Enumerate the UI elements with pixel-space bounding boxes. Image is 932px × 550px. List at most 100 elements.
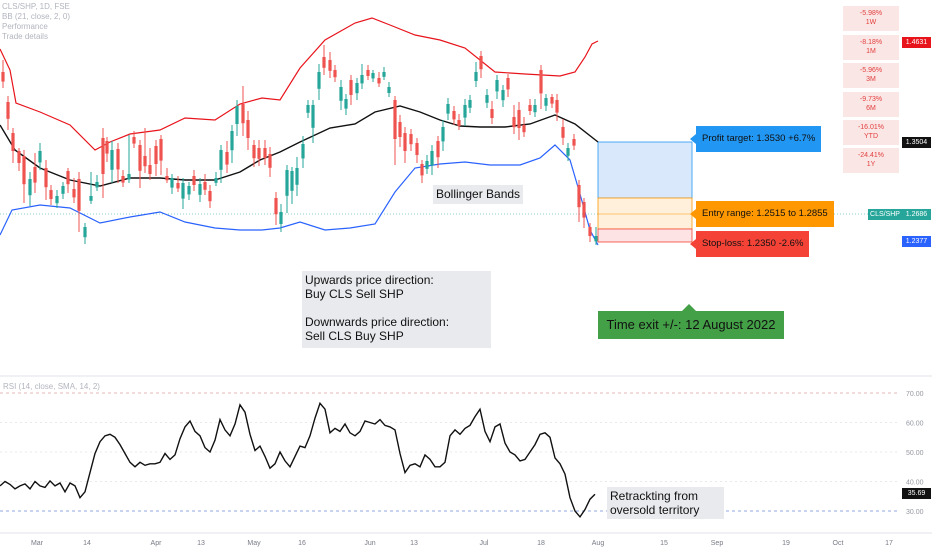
x-tick-label: Jul (480, 540, 489, 547)
x-tick-label: Oct (833, 540, 844, 547)
profit-zone (597, 141, 693, 199)
candle (181, 178, 185, 209)
direction-up-action: Buy CLS Sell SHP (305, 287, 404, 301)
candle (1, 60, 5, 88)
upper-band-line (0, 17, 599, 151)
perf-3m: -5.96% 3M (843, 63, 899, 88)
retrack-note[interactable]: Retrackting from oversold territory (607, 487, 724, 519)
candle (176, 176, 180, 192)
candle (577, 180, 581, 222)
symbol-legend[interactable]: CLS/SHP, 1D, FSE (2, 2, 70, 11)
candle (387, 82, 391, 97)
x-tick-label: 13 (410, 540, 418, 547)
candle (322, 45, 326, 75)
rsi-tick-label: 30.00 (906, 509, 924, 516)
candle (522, 117, 526, 137)
x-tick-label: May (247, 540, 261, 547)
candle (333, 65, 337, 82)
candle (279, 204, 283, 232)
candle (528, 99, 532, 115)
candle (257, 140, 261, 166)
candle (170, 174, 174, 194)
candle (268, 147, 272, 177)
candle (66, 168, 70, 193)
x-tick-label: Mar (31, 540, 44, 547)
perf-1y: -24.41% 1Y (843, 148, 899, 173)
candle (339, 80, 343, 110)
trade-details-legend[interactable]: Trade details (2, 32, 48, 41)
candle (165, 168, 169, 183)
rsi-tick-label: 70.00 (906, 391, 924, 398)
candle (230, 125, 234, 163)
candle (415, 138, 419, 163)
candle (301, 136, 305, 168)
candle (506, 74, 510, 97)
candle (517, 102, 521, 140)
candle (138, 140, 142, 188)
direction-note[interactable]: Upwards price direction: Buy CLS Sell SH… (302, 271, 491, 348)
rsi-tick-label: 40.00 (906, 480, 924, 487)
profit-target-callout[interactable]: Profit target: 1.3530 +6.7% (696, 126, 822, 152)
candle (77, 172, 81, 232)
perf-6m: -9.73% 6M (843, 92, 899, 117)
x-tick-label: 18 (537, 540, 545, 547)
time-exit-text: Time exit +/-: 12 August 2022 (606, 317, 776, 332)
entry-range-text: Entry range: 1.2515 to 1.2855 (702, 208, 828, 219)
retrack-line-2: oversold territory (610, 503, 700, 517)
direction-down-title: Downwards price direction: (305, 315, 450, 329)
candle (11, 128, 15, 163)
x-tick-label: 13 (197, 540, 205, 547)
candle (148, 148, 152, 180)
current-price-tag: 1.2686 (902, 209, 931, 220)
candle (110, 141, 114, 183)
perf-ytd: -16.01% YTD (843, 120, 899, 145)
candle (219, 145, 223, 183)
stop-loss-text: Stop-loss: 1.2350 -2.6% (702, 238, 804, 249)
candle (246, 111, 250, 150)
candle (393, 96, 397, 165)
candle (582, 198, 586, 228)
time-exit-callout[interactable]: Time exit +/-: 12 August 2022 (598, 311, 784, 339)
candle (550, 94, 554, 108)
candle (512, 105, 516, 134)
candle (116, 143, 120, 183)
x-tick-label: Apr (151, 540, 163, 547)
candle (132, 131, 136, 148)
x-tick-label: 19 (782, 540, 790, 547)
candle (121, 170, 125, 187)
candle (539, 65, 543, 109)
candle (572, 134, 576, 150)
candle (192, 170, 196, 191)
x-tick-label: 14 (83, 540, 91, 547)
candle (208, 185, 212, 208)
stop-loss-callout[interactable]: Stop-loss: 1.2350 -2.6% (696, 231, 810, 257)
candle (566, 143, 570, 161)
candle (187, 182, 191, 200)
candle (474, 62, 478, 87)
candle (317, 64, 321, 100)
x-tick-label: Jun (364, 540, 375, 547)
candle (295, 157, 299, 196)
candle (235, 100, 239, 136)
bollinger-bands-label[interactable]: Bollinger Bands (433, 185, 524, 204)
candle (468, 95, 472, 113)
candle (360, 64, 364, 89)
candle (420, 160, 424, 183)
lower-band-price-tag: 1.2377 (902, 236, 931, 247)
candle (263, 140, 267, 165)
entry-range-callout[interactable]: Entry range: 1.2515 to 1.2855 (696, 201, 834, 227)
performance-legend[interactable]: Performance (2, 22, 48, 31)
rsi-legend[interactable]: RSI (14, close, SMA, 14, 2) (3, 382, 100, 391)
indicator-legend[interactable]: BB (21, close, 2, 0) (2, 12, 71, 21)
candle (22, 150, 26, 203)
candle (290, 167, 294, 204)
candle (366, 65, 370, 80)
candle (349, 75, 353, 105)
candle (28, 172, 32, 206)
entry-zone (597, 197, 693, 230)
candle (101, 128, 105, 198)
candle (203, 174, 207, 195)
candle (241, 86, 245, 136)
rsi-tick-label: 50.00 (906, 450, 924, 457)
